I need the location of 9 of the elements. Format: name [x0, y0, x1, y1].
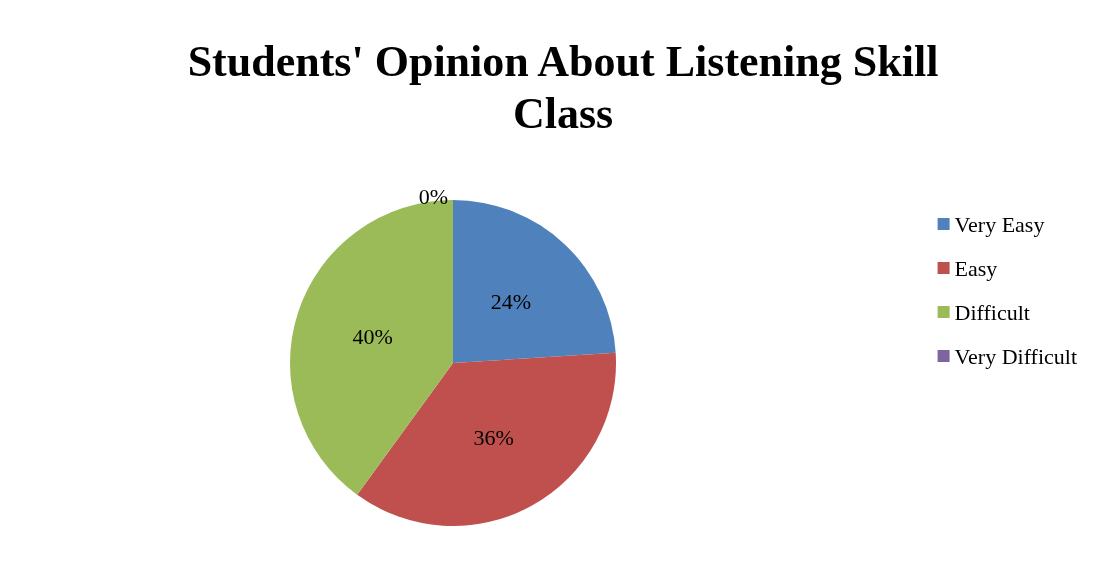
chart-title: Students' Opinion About Listening Skill Class [187, 36, 939, 138]
data-label: 40% [352, 324, 393, 350]
legend-label: Easy [954, 255, 998, 281]
legend-label: Difficult [954, 299, 1030, 325]
text: 0% [418, 183, 448, 209]
data-label: 24% [490, 288, 532, 314]
legend-label: Very Difficult [954, 343, 1078, 369]
legend-label: Very Easy [954, 211, 1045, 237]
data-label: 36% [473, 424, 514, 450]
